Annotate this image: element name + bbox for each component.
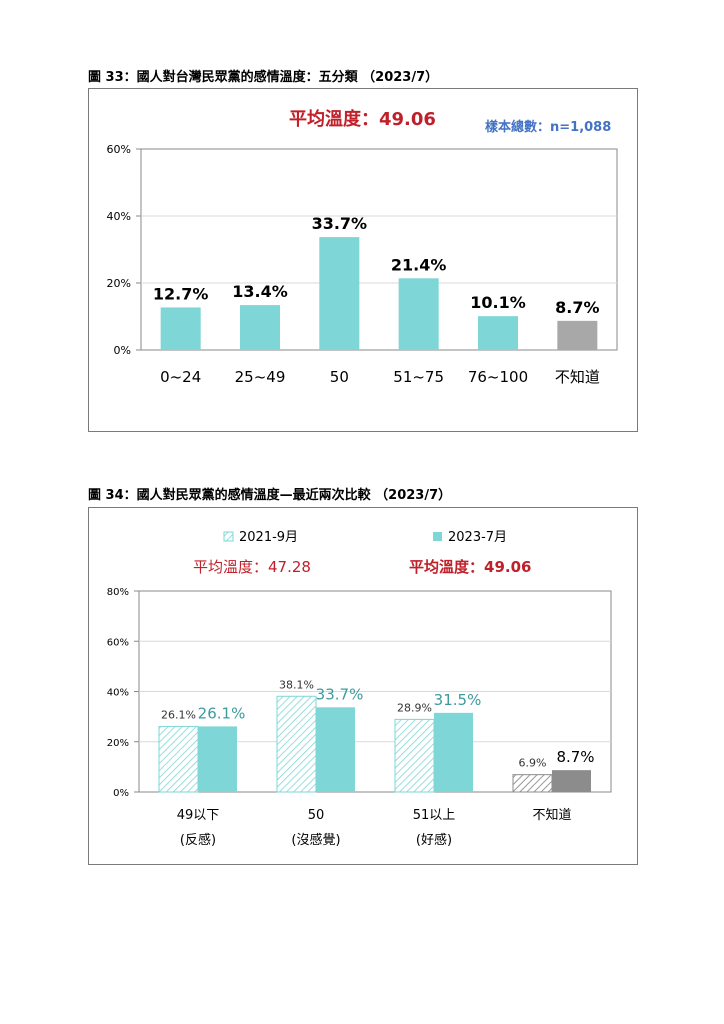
bar	[160, 307, 201, 350]
bar-2023-value-label: 31.5%	[434, 691, 482, 709]
figure-34-title: 圖 34：國人對民眾黨的感情溫度—最近兩次比較 （2023/7）	[88, 488, 452, 503]
bar-2021	[394, 718, 435, 793]
y-tick-label: 40%	[107, 210, 131, 223]
bar-value-label: 21.4%	[391, 255, 447, 274]
x-category-label: 不知道	[532, 807, 571, 823]
figure-34-frame: 0% 20% 40% 60% 80% 26.1% 26.1% 49以下 (反感) 38.1% 33…	[88, 507, 638, 865]
bar	[478, 316, 518, 350]
x-category-sublabel: (沒感覺)	[291, 832, 340, 848]
legend-swatch-2021	[223, 531, 234, 542]
legend-label-2021: 2021-9月	[239, 530, 298, 545]
average-temperature-2021: 平均溫度：47.28	[193, 558, 311, 576]
sample-size-label: 樣本總數：n=1,088	[485, 119, 611, 135]
bar-value-label: 13.4%	[232, 282, 288, 301]
plot-area	[140, 148, 618, 351]
average-temperature-label: 平均溫度：49.06	[289, 108, 436, 130]
bar-2021-value-label: 38.1%	[279, 678, 314, 691]
y-tick-label: 0%	[113, 788, 129, 799]
x-category-label: 76~100	[468, 368, 528, 386]
x-category-sublabel: (反感)	[180, 832, 216, 848]
bar-2021-value-label: 28.9%	[397, 701, 432, 714]
figure-33-title: 圖 33：國人對台灣民眾黨的感情溫度：五分類 （2023/7）	[88, 70, 439, 85]
bar	[398, 278, 439, 350]
x-category-label: 50	[308, 808, 325, 823]
x-category-label: 0~24	[160, 368, 201, 386]
bar-2023-value-label: 8.7%	[556, 748, 594, 766]
legend-label-2023: 2023-7月	[448, 530, 507, 545]
x-category-label: 不知道	[555, 368, 600, 386]
average-temperature-2023: 平均溫度：49.06	[409, 558, 531, 576]
figure-34-chart: 0% 20% 40% 60% 80% 26.1% 26.1% 49以下 (反感) 38.1%33…	[107, 530, 612, 848]
x-category-label: 25~49	[235, 368, 286, 386]
bar-value-label: 8.7%	[555, 298, 599, 317]
bar	[319, 237, 360, 350]
bar-2021	[276, 695, 317, 793]
legend-swatch-2023	[433, 532, 442, 541]
x-category-label: 51以上	[413, 808, 456, 823]
y-tick-label: 20%	[107, 738, 129, 749]
bar	[240, 305, 280, 350]
y-tick-label: 20%	[107, 277, 131, 290]
y-tick-label: 40%	[107, 688, 129, 699]
bar	[557, 320, 598, 350]
figure-33-chart: 0% 20% 40% 60% 12.7% 0~24 13.4% 25~49 33.7% 50 21…	[107, 108, 618, 386]
bar-value-label: 12.7%	[153, 284, 209, 303]
x-category-sublabel: (好感)	[416, 832, 452, 848]
bar-2023	[552, 770, 591, 792]
bar-2021-value-label: 26.1%	[161, 708, 196, 721]
bar-2021	[512, 774, 553, 793]
y-tick-label: 60%	[107, 637, 129, 648]
bar-2023-value-label: 26.1%	[198, 704, 246, 722]
bar-2021	[158, 725, 199, 793]
bar-2023	[316, 707, 355, 792]
figure-33-frame: 0% 20% 40% 60% 12.7% 0~24 13.4% 25~49 33.7% 50 21…	[88, 88, 638, 432]
bar-2023-value-label: 33.7%	[316, 685, 364, 703]
x-category-label: 49以下	[177, 808, 220, 823]
bar-2023	[198, 726, 237, 792]
bar-2021-value-label: 6.9%	[519, 757, 547, 770]
bar-value-label: 10.1%	[470, 293, 526, 312]
bar-value-label: 33.7%	[312, 214, 368, 233]
x-category-label: 51~75	[393, 368, 444, 386]
bar-2023	[434, 712, 473, 792]
x-category-label: 50	[330, 368, 349, 386]
y-tick-label: 80%	[107, 587, 129, 598]
y-tick-label: 60%	[107, 143, 131, 156]
y-tick-label: 0%	[114, 344, 131, 357]
